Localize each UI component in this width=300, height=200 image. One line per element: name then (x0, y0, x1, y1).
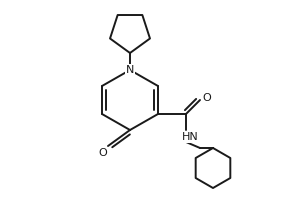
Text: O: O (202, 93, 211, 103)
Text: O: O (99, 148, 107, 158)
Text: N: N (126, 65, 134, 75)
Text: HN: HN (182, 132, 198, 142)
